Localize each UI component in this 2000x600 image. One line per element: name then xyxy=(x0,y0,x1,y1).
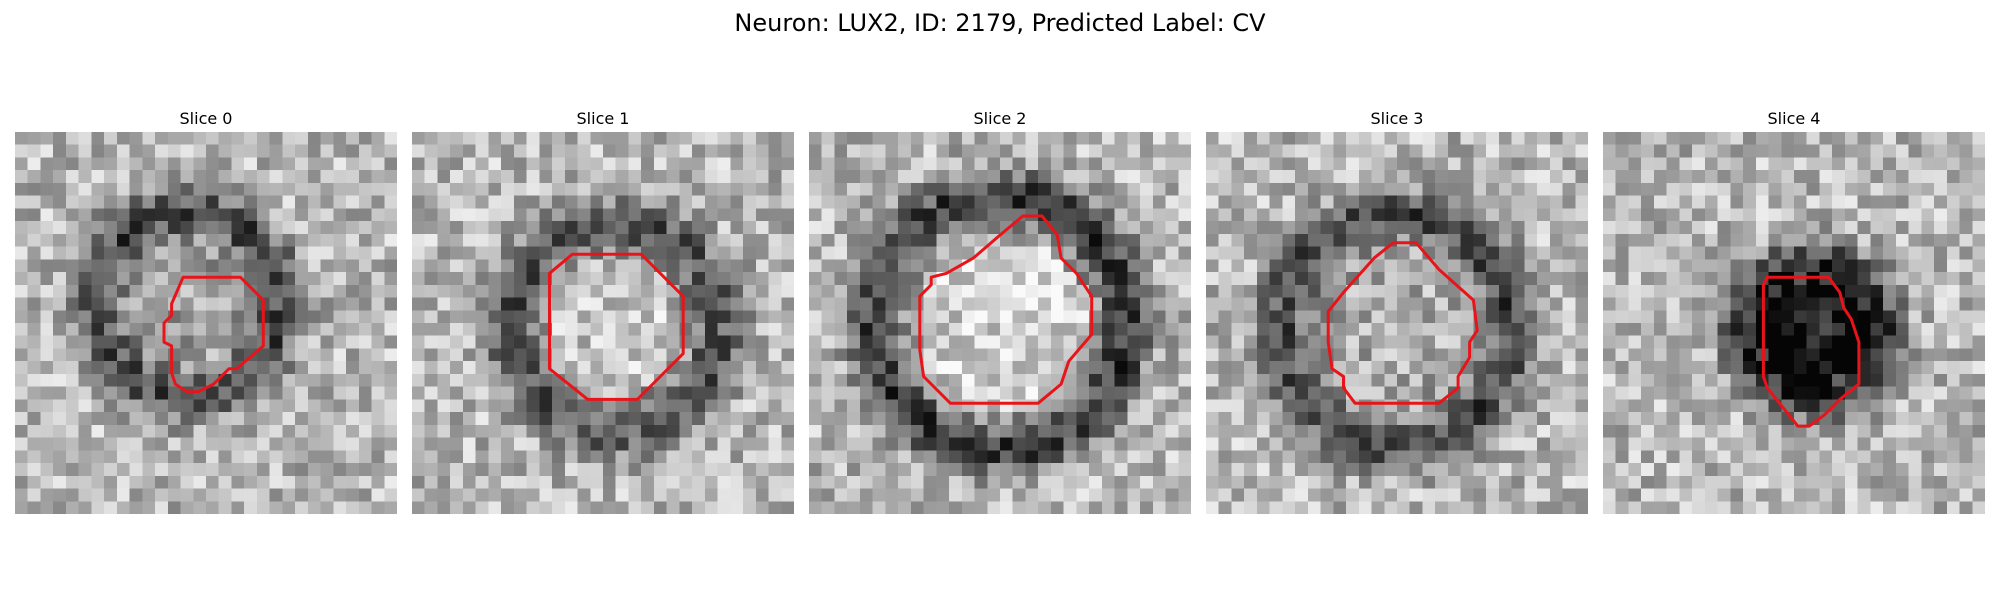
slice-title: Slice 3 xyxy=(1370,109,1424,128)
roi-overlay xyxy=(548,252,685,401)
roi-contour xyxy=(918,214,1094,405)
slice-panel: Slice 4 xyxy=(1603,108,1985,514)
slice-panel: Slice 0 xyxy=(15,108,397,514)
slice-image xyxy=(15,132,397,514)
slice-panel: Slice 3 xyxy=(1206,108,1588,514)
slice-title: Slice 2 xyxy=(973,109,1027,128)
roi-contour xyxy=(548,252,685,401)
roi-contour xyxy=(1326,241,1479,405)
roi-overlay xyxy=(918,214,1094,405)
slice-title: Slice 0 xyxy=(179,109,233,128)
slice-image xyxy=(412,132,794,514)
roi-overlay xyxy=(1761,275,1861,428)
roi-contour xyxy=(1761,275,1861,428)
slice-image xyxy=(809,132,1191,514)
slice-title: Slice 4 xyxy=(1767,109,1821,128)
slice-image xyxy=(1206,132,1588,514)
slice-title: Slice 1 xyxy=(576,109,630,128)
roi-overlay xyxy=(162,275,265,394)
slice-image xyxy=(1603,132,1985,514)
slice-panel: Slice 1 xyxy=(412,108,794,514)
roi-contour xyxy=(162,275,265,394)
slice-panel: Slice 2 xyxy=(809,108,1191,514)
roi-overlay xyxy=(1326,241,1479,405)
figure-title: Neuron: LUX2, ID: 2179, Predicted Label:… xyxy=(734,9,1266,37)
